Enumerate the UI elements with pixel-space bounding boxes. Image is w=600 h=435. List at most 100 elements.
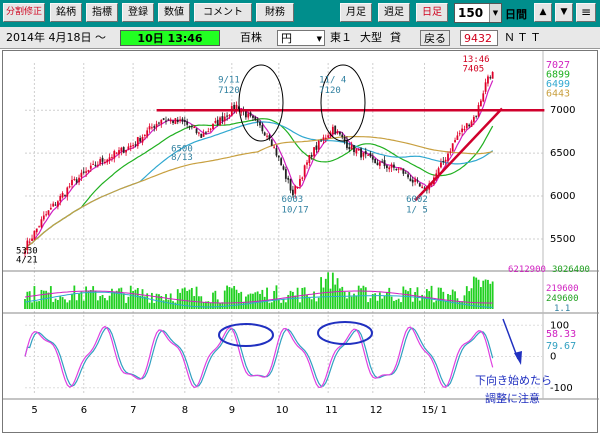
candle-body	[143, 135, 146, 137]
comment-button[interactable]: コメント	[194, 3, 252, 22]
volume-bar	[414, 292, 416, 309]
candle-body	[162, 118, 165, 120]
numeric-button[interactable]: 数値	[158, 3, 190, 22]
candle-body	[348, 147, 351, 150]
candle-body	[64, 194, 66, 196]
ma-value-label: 7027	[546, 60, 570, 71]
candle-body	[376, 162, 379, 166]
x-tick-label: 5	[31, 405, 37, 416]
financial-button[interactable]: 財務	[256, 3, 294, 22]
volume-bar	[313, 291, 315, 309]
volume-bar	[115, 290, 118, 309]
price-annotation: 10/17	[282, 205, 309, 215]
volume-ma2-line	[24, 291, 493, 308]
candle-body	[132, 145, 134, 147]
daily-button[interactable]: 日足	[416, 3, 448, 22]
volume-bar	[404, 289, 407, 309]
price-annotation: 6002	[406, 195, 428, 205]
candle-body	[411, 179, 414, 183]
volume-bar	[106, 300, 109, 309]
oscillator-value-label: 79.67	[546, 341, 576, 352]
x-tick-label: 12	[370, 405, 383, 416]
volume-bar	[132, 291, 134, 309]
volume-bar	[327, 272, 330, 309]
volume-bar	[339, 288, 341, 309]
price-annotation: 13:46	[463, 55, 490, 65]
volume-bar	[353, 293, 355, 309]
candle-body	[158, 122, 160, 124]
x-tick-label: 7	[130, 405, 136, 416]
candle-body	[96, 164, 99, 166]
volume-bar	[435, 300, 438, 309]
volume-bar	[38, 301, 40, 309]
candle-body	[282, 166, 285, 170]
volume-bar	[26, 291, 29, 309]
volume-bar	[169, 293, 172, 309]
candle-body	[289, 179, 292, 191]
volume-bar	[491, 281, 494, 309]
volume-bar	[329, 288, 332, 309]
price-tick-label: 7000	[550, 105, 575, 116]
currency-select[interactable]: 円 ▼	[277, 30, 325, 46]
oscillator-ellipse	[317, 321, 373, 345]
candle-body	[228, 115, 231, 117]
volume-bar	[487, 279, 489, 309]
up-arrow-icon[interactable]: ▲	[534, 3, 552, 22]
candle-body	[42, 215, 45, 220]
indicator-button[interactable]: 指標	[86, 3, 118, 22]
candle-body	[141, 136, 144, 143]
candle-body	[270, 139, 273, 146]
price-annotation: 11/ 4	[319, 76, 346, 86]
volume-bar	[423, 296, 426, 309]
candle-body	[40, 219, 43, 228]
volume-bar	[42, 290, 45, 309]
volume-bar	[118, 288, 120, 309]
candle-body	[449, 151, 452, 153]
stock-code-field[interactable]: 9432	[460, 30, 498, 46]
volume-bar	[230, 288, 233, 309]
candle-body	[263, 132, 266, 136]
chevron-down-icon[interactable]: ▼	[489, 4, 501, 22]
volume-bar	[348, 291, 351, 309]
back-button[interactable]: 戻る	[420, 30, 450, 46]
size-class-label: 大型	[360, 31, 382, 44]
split-adjust-button[interactable]: 分割修正	[3, 3, 45, 22]
candle-body	[89, 165, 92, 169]
volume-bar	[282, 299, 285, 309]
candle-body	[463, 128, 466, 131]
volume-bar	[28, 291, 31, 309]
candle-body	[299, 178, 301, 186]
volume-bar	[343, 291, 346, 309]
volume-bar	[202, 302, 205, 309]
x-tick-label: 9	[229, 405, 235, 416]
volume-bar	[416, 287, 419, 309]
weekly-button[interactable]: 週足	[378, 3, 410, 22]
candle-body	[256, 119, 259, 123]
candle-body	[313, 147, 315, 157]
candle-body	[357, 149, 360, 151]
register-button[interactable]: 登録	[122, 3, 154, 22]
info-bar: 2014年 4月18日 〜 10日 13:46 百株 円 ▼ 東１ 大型 貸 戻…	[0, 27, 600, 49]
osc-tick-label: -100	[550, 383, 573, 394]
candle-body	[371, 156, 374, 160]
monthly-button[interactable]: 月足	[340, 3, 372, 22]
candle-body	[54, 204, 57, 206]
candle-body	[195, 128, 198, 134]
volume-bar	[242, 301, 245, 309]
period-select[interactable]: 150 ▼	[454, 3, 502, 23]
candle-body	[400, 168, 402, 170]
volume-bar	[188, 289, 191, 309]
stock-select-button[interactable]: 銘柄	[50, 3, 82, 22]
price-annotation: 9/11	[218, 76, 240, 86]
volume-bar	[212, 292, 214, 309]
candle-body	[470, 121, 473, 127]
menu-icon[interactable]: ≡	[576, 3, 596, 22]
volume-bar	[289, 290, 292, 309]
volume-bar	[306, 295, 308, 309]
candle-body	[346, 140, 348, 149]
candle-body	[261, 125, 264, 132]
candle-body	[115, 152, 118, 154]
x-tick-label: 6	[81, 405, 87, 416]
down-arrow-icon[interactable]: ▼	[555, 3, 573, 22]
